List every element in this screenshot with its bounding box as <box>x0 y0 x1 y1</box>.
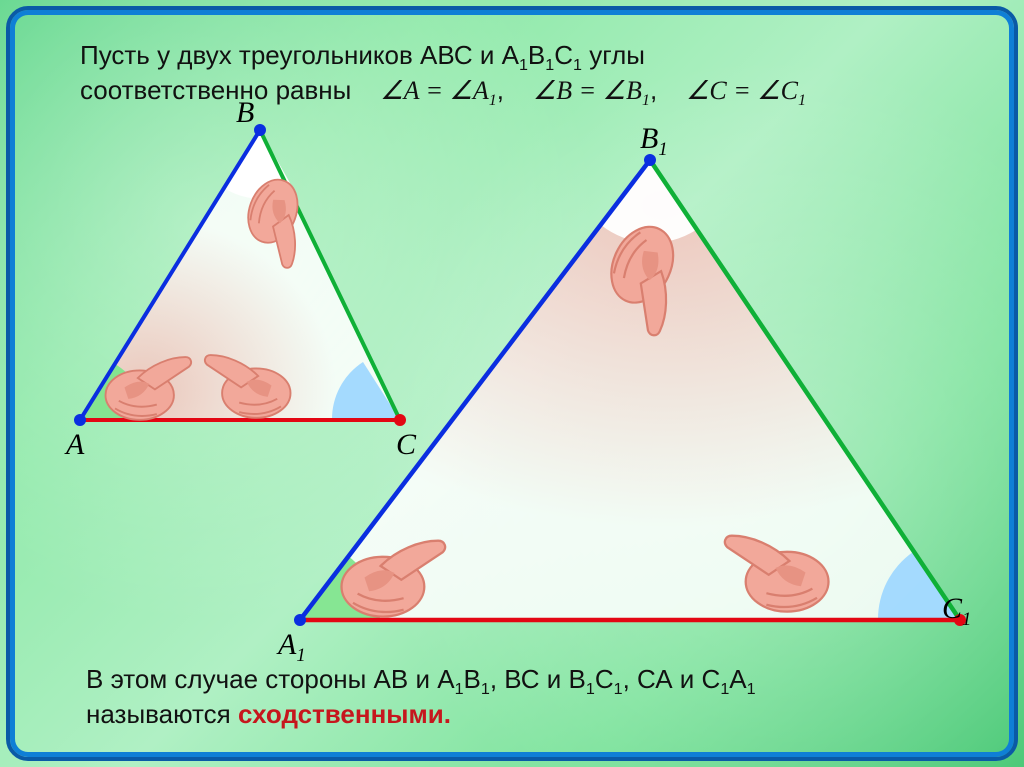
statement-bottom: В этом случае стороны АВ и А1В1, ВС и В1… <box>86 662 976 732</box>
label-B1: B1 <box>640 122 668 156</box>
label-C1: C1 <box>942 592 971 626</box>
label-A: A <box>66 428 84 462</box>
label-C: C <box>396 428 416 462</box>
statement-top: Пусть у двух треугольников АВС и А1В1С1 … <box>80 38 980 108</box>
diagram-svg <box>0 0 1024 767</box>
label-A1: A1 <box>278 628 306 662</box>
slide-root: { "text": { "line1": "Пусть у двух треуг… <box>0 0 1024 767</box>
